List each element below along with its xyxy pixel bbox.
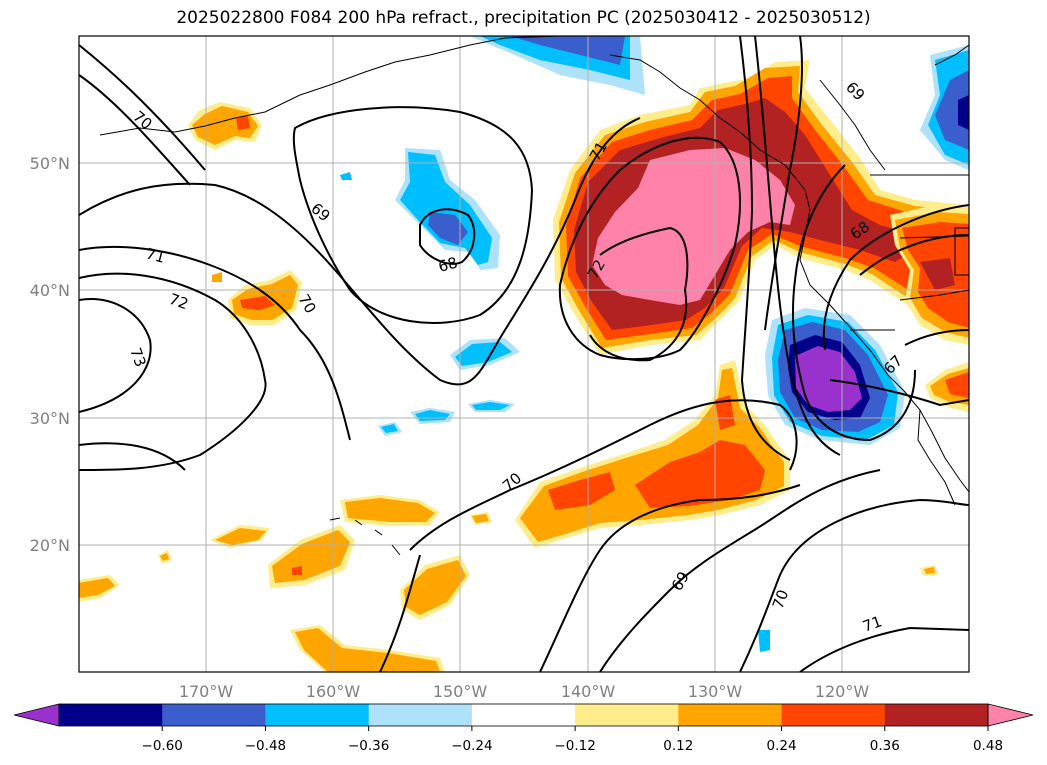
lat-label-20n: 20°N bbox=[30, 536, 70, 555]
colorbar-cell bbox=[575, 704, 679, 726]
contour-label: 73 bbox=[126, 345, 149, 369]
lat-label-40n: 40°N bbox=[30, 281, 70, 300]
colorbar-cell bbox=[59, 704, 163, 726]
colorbar-cell bbox=[678, 704, 783, 726]
lat-label-30n: 30°N bbox=[30, 409, 70, 428]
colorbar-tick-label: 0.12 bbox=[663, 738, 693, 754]
colorbar-arrow-max bbox=[987, 703, 1034, 727]
colorbar-cell bbox=[884, 704, 989, 726]
map-gridlines bbox=[79, 36, 969, 672]
map-frame bbox=[78, 35, 970, 673]
colorbar-cell bbox=[781, 704, 886, 726]
colorbar-tick-label: 0.48 bbox=[973, 738, 1003, 754]
contour-label: 71 bbox=[144, 244, 167, 266]
contour-label: 71 bbox=[860, 612, 884, 635]
colorbar-tick-label: −0.48 bbox=[245, 738, 286, 754]
lon-label-120w: 120°W bbox=[815, 682, 870, 701]
lon-label-140w: 140°W bbox=[561, 682, 616, 701]
coastlines bbox=[99, 36, 969, 556]
colorbar-tick-label: −0.24 bbox=[451, 738, 492, 754]
colorbar-tick-label: −0.60 bbox=[142, 738, 183, 754]
contour-label: 70 bbox=[769, 587, 792, 611]
latitude-labels: 50°N 40°N 30°N 20°N bbox=[30, 154, 70, 555]
lon-label-160w: 160°W bbox=[306, 682, 361, 701]
colorbar-tick-label: −0.12 bbox=[554, 738, 595, 754]
colorbar-tick-label: 0.24 bbox=[767, 738, 797, 754]
contour-label: 72 bbox=[167, 290, 191, 313]
colorbar: −0.60 −0.48 −0.36 −0.24 −0.12 0.12 0.24 0.36 0.4… bbox=[13, 703, 1034, 754]
map-title: 2025022800 F084 200 hPa refract., precip… bbox=[176, 8, 871, 28]
contour-label: 68 bbox=[436, 254, 459, 276]
colorbar-cell bbox=[265, 704, 370, 726]
colorbar-arrow-min bbox=[13, 703, 60, 727]
lon-label-130w: 130°W bbox=[688, 682, 743, 701]
colorbar-tick-label: 0.36 bbox=[870, 738, 900, 754]
colorbar-cell bbox=[368, 704, 473, 726]
lat-label-50n: 50°N bbox=[30, 154, 70, 173]
colorbar-tick-label: −0.36 bbox=[348, 738, 389, 754]
longitude-labels: 170°W 160°W 150°W 140°W 130°W 120°W bbox=[179, 682, 870, 701]
colorbar-cell bbox=[162, 704, 266, 726]
refractivity-contours bbox=[79, 36, 969, 672]
lon-label-170w: 170°W bbox=[179, 682, 234, 701]
lon-label-150w: 150°W bbox=[433, 682, 488, 701]
precip-anomaly-fill bbox=[79, 36, 969, 672]
colorbar-cell bbox=[471, 704, 576, 726]
